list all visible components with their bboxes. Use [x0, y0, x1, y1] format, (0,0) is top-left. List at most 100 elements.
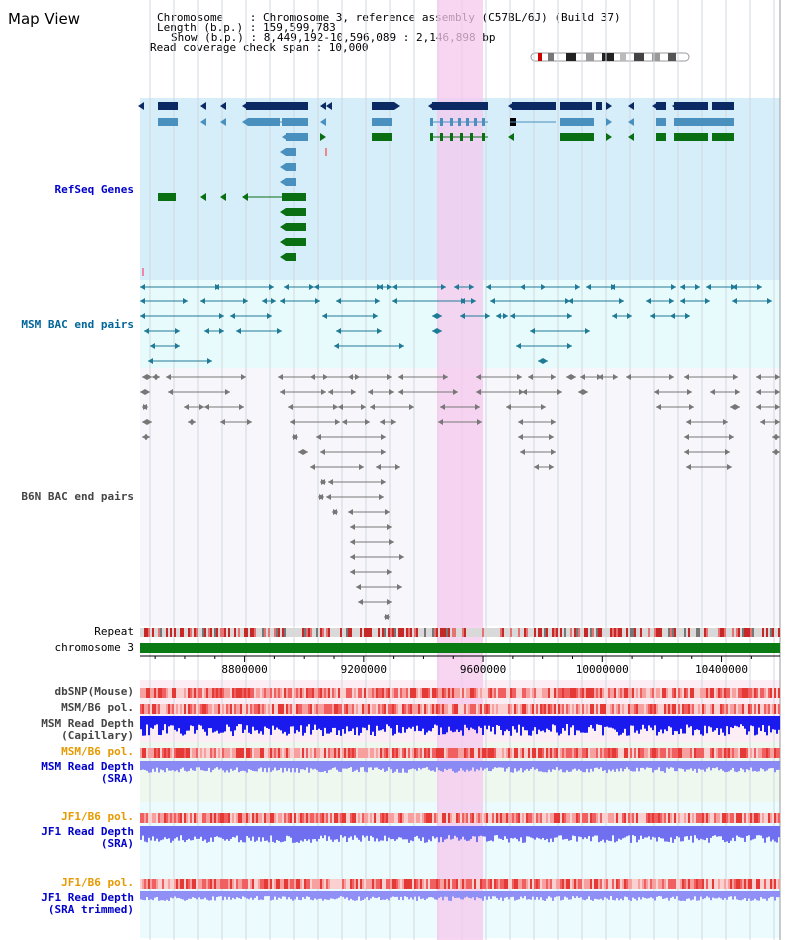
read-depth-bar — [340, 826, 342, 836]
polymorphism-cell — [388, 704, 390, 714]
polymorphism-cell — [350, 688, 352, 698]
repeat-element — [368, 628, 370, 637]
b6n-bac-pair-end — [298, 449, 303, 455]
track-label-jf1-b6-pol-1[interactable]: JF1/B6 pol. — [61, 810, 134, 823]
polymorphism-cell — [774, 813, 776, 823]
polymorphism-cell — [750, 879, 752, 889]
track-label-msm-bac[interactable]: MSM BAC end pairs — [21, 318, 134, 331]
read-depth-bar — [552, 761, 554, 770]
track-label-jf1-b6-pol-2[interactable]: JF1/B6 pol. — [61, 876, 134, 889]
read-depth-bar — [176, 891, 178, 899]
read-depth-bar — [774, 826, 776, 842]
read-depth-bar — [348, 826, 350, 838]
repeat-element — [180, 628, 182, 637]
read-depth-bar — [740, 716, 742, 725]
read-depth-bar — [454, 891, 456, 898]
msm-bac-pair-end — [432, 313, 437, 319]
repeat-element — [436, 628, 438, 637]
polymorphism-cell — [322, 704, 324, 714]
track-label-msm-b6-pol-2[interactable]: MSM/B6 pol. — [61, 745, 134, 758]
polymorphism-cell — [748, 879, 750, 889]
polymorphism-cell — [228, 879, 230, 889]
read-depth-bar — [156, 761, 158, 768]
track-label-msm-depth-sra[interactable]: MSM Read Depth — [41, 760, 134, 773]
polymorphism-cell — [408, 704, 410, 714]
read-depth-bar — [424, 761, 426, 768]
read-depth-bar — [354, 826, 356, 836]
polymorphism-cell — [646, 879, 648, 889]
polymorphism-cell — [222, 704, 224, 714]
read-depth-bar — [282, 716, 284, 734]
polymorphism-cell — [372, 813, 374, 823]
read-depth-bar — [368, 826, 370, 841]
polymorphism-cell — [264, 813, 266, 823]
msm-bac-pair-end — [671, 284, 676, 290]
read-depth-bar — [190, 761, 192, 769]
track-label-jf1-depth-sra[interactable]: JF1 Read Depth — [41, 825, 134, 838]
read-depth-bar — [322, 761, 324, 772]
b6n-bac-pair-end — [280, 389, 285, 395]
read-depth-bar — [386, 716, 388, 725]
read-depth-bar — [662, 716, 664, 734]
polymorphism-cell — [144, 748, 146, 758]
polymorphism-cell — [282, 813, 284, 823]
polymorphism-cell — [316, 704, 318, 714]
read-depth-bar — [648, 826, 650, 837]
read-depth-bar — [226, 716, 228, 725]
polymorphism-cell — [334, 748, 336, 758]
read-depth-bar — [216, 716, 218, 731]
polymorphism-cell — [204, 813, 206, 823]
polymorphism-cell — [418, 688, 420, 698]
read-depth-bar — [202, 891, 204, 900]
read-depth-bar — [410, 826, 412, 841]
polymorphism-cell — [200, 879, 202, 889]
polymorphism-cell — [262, 879, 264, 889]
read-depth-bar — [370, 826, 372, 836]
read-depth-bar — [248, 891, 250, 900]
read-depth-bar — [470, 716, 472, 728]
polymorphism-cell — [180, 748, 182, 758]
read-depth-bar — [558, 761, 560, 771]
polymorphism-cell — [150, 704, 152, 714]
polymorphism-cell — [194, 813, 196, 823]
chromosome-ideogram[interactable] — [530, 52, 690, 62]
track-label-dbsnp[interactable]: dbSNP(Mouse) — [54, 685, 134, 698]
read-depth-bar — [756, 761, 758, 772]
track-label-refseq[interactable]: RefSeq Genes — [54, 183, 134, 196]
read-depth-bar — [410, 761, 412, 770]
track-label-msm-depth-cap[interactable]: MSM Read Depth — [41, 717, 134, 730]
polymorphism-cell — [632, 704, 634, 714]
polymorphism-cell — [636, 813, 638, 823]
polymorphism-cell — [298, 688, 300, 698]
polymorphism-cell — [752, 704, 754, 714]
polymorphism-cell — [146, 813, 148, 823]
polymorphism-cell — [624, 813, 626, 823]
polymorphism-cell — [316, 813, 318, 823]
read-depth-bar — [634, 716, 636, 733]
read-depth-bar — [732, 826, 734, 838]
polymorphism-cell — [240, 748, 242, 758]
polymorphism-cell — [288, 704, 290, 714]
track-label-b6n-bac[interactable]: B6N BAC end pairs — [21, 490, 134, 503]
polymorphism-cell — [142, 688, 144, 698]
polymorphism-cell — [638, 879, 640, 889]
track-label-jf1-depth-trim[interactable]: JF1 Read Depth — [41, 891, 134, 904]
polymorphism-cell — [638, 688, 640, 698]
track-label-msm-b6-pol-1[interactable]: MSM/B6 pol. — [61, 701, 134, 714]
read-depth-bar — [446, 761, 448, 771]
polymorphism-cell — [778, 813, 780, 823]
polymorphism-cell — [422, 879, 424, 889]
msm-bac-pair-end — [510, 313, 515, 319]
b6n-bac-pair-end — [155, 374, 160, 380]
polymorphism-cell — [660, 748, 662, 758]
polymorphism-cell — [732, 748, 734, 758]
polymorphism-cell — [372, 688, 374, 698]
gene-exon — [450, 133, 453, 141]
read-depth-bar — [290, 826, 292, 838]
repeat-element — [382, 628, 384, 637]
read-depth-bar — [760, 761, 762, 769]
read-depth-bar — [718, 891, 720, 898]
polymorphism-cell — [614, 813, 616, 823]
repeat-element — [262, 628, 264, 637]
read-depth-bar — [198, 891, 200, 898]
